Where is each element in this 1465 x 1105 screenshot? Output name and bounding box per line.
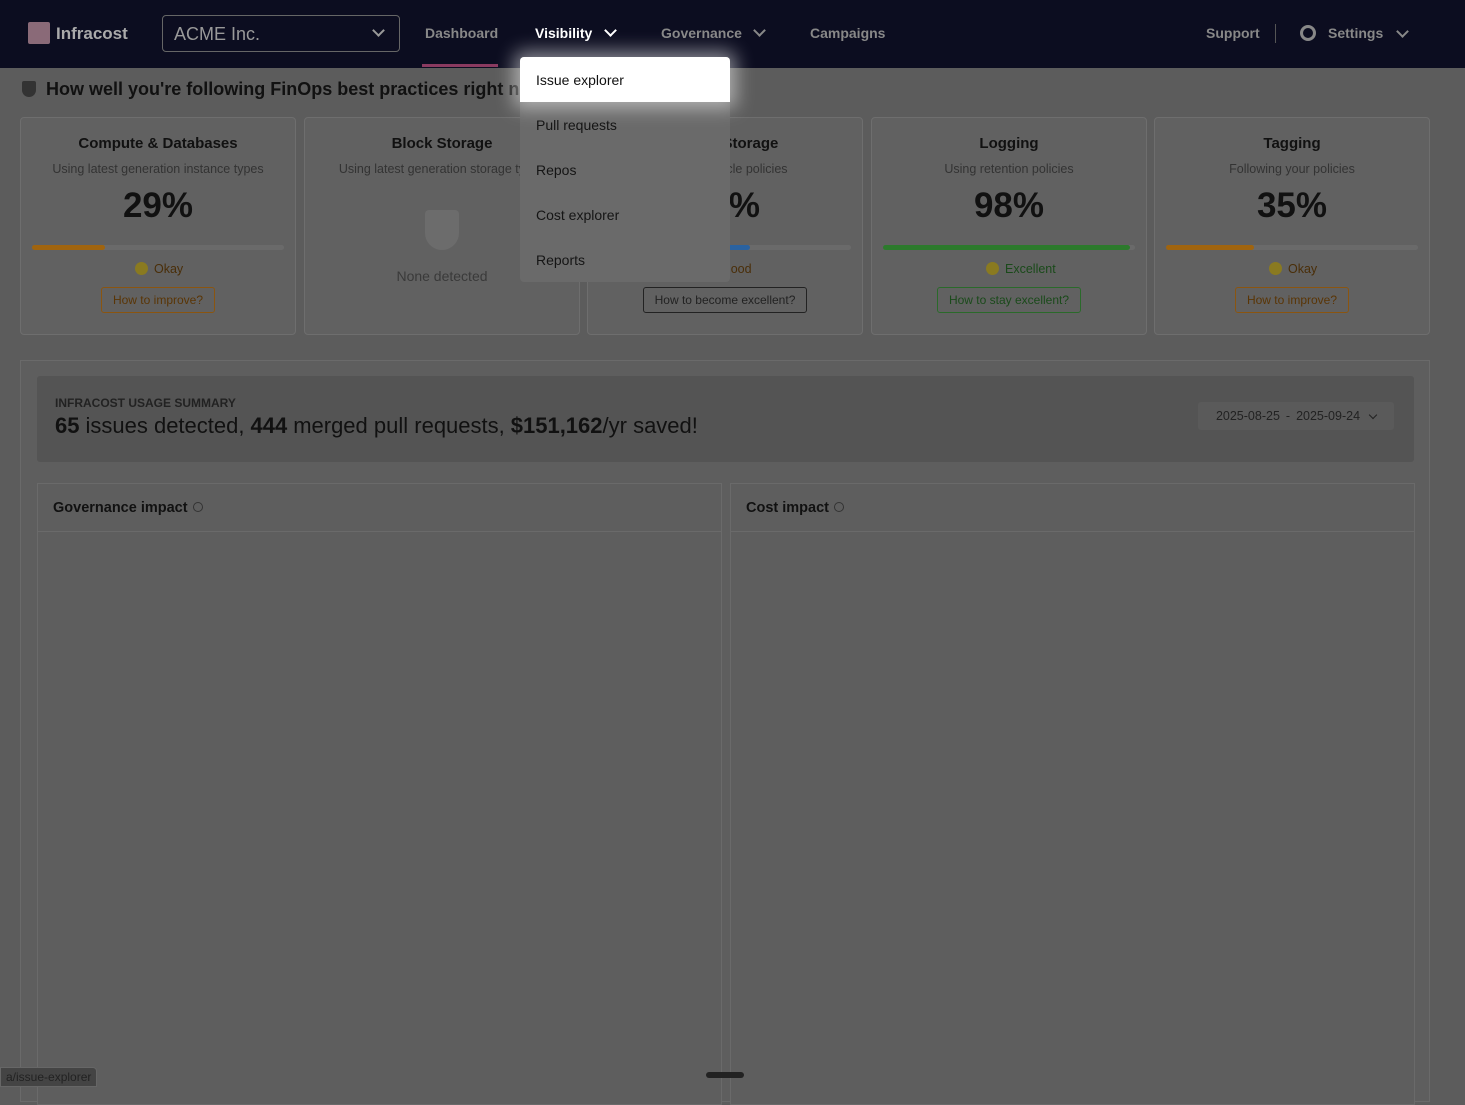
card-subtitle: Using latest generation storage types (338, 162, 546, 176)
score-value: 35% (1256, 186, 1328, 225)
summary-label: INFRACOST USAGE SUMMARY (55, 396, 236, 410)
date-to: 2025-09-24 (1296, 409, 1361, 423)
progress-track (32, 245, 284, 250)
status-text: Excellent (1005, 262, 1056, 276)
card-subtitle: Using latest generation instance types (52, 162, 264, 176)
support-link[interactable]: Support (1206, 25, 1260, 41)
empty-text: None detected (396, 268, 488, 284)
button-label[interactable]: How to become excellent? (642, 287, 808, 313)
org-name: ACME Inc. (174, 24, 261, 44)
summary-part: issues detected, (85, 413, 245, 438)
progress-track (883, 245, 1135, 250)
progress-fill (883, 245, 1130, 250)
improve-button: How to improve? (1155, 287, 1429, 313)
panel-title: Cost impact (746, 500, 844, 516)
menu-item[interactable]: Issue explorer (520, 57, 730, 102)
menu-item[interactable]: Pull requests (520, 102, 730, 147)
card-subtitle: Following your policies (1229, 162, 1355, 176)
button-label[interactable]: How to stay excellent? (936, 287, 1082, 313)
heading: How well you're following FinOps best pr… (46, 79, 545, 99)
impact-panel: Cost impact (730, 483, 1415, 1105)
date-from: 2025-08-25 (1215, 409, 1280, 423)
score-card: Tagging Following your policies 35% Okay How… (1154, 117, 1430, 335)
improve-button: How to become excellent? (588, 287, 862, 313)
logo-icon (28, 22, 50, 44)
score-value: 98% (973, 186, 1045, 225)
summary-part: merged pull requests, (293, 413, 505, 438)
date-picker[interactable]: 2025-08-25-2025-09-24 (1198, 402, 1394, 430)
status-text: Okay (154, 262, 184, 276)
summary-box (37, 376, 1414, 462)
brand: Infracost (56, 24, 128, 43)
card-title: Compute & Databases (78, 135, 238, 152)
nav-item[interactable]: Dashboard (425, 25, 499, 41)
dropdown-menu: Issue explorer Pull requests Repos Cost exp… (520, 57, 730, 282)
progress-track (1166, 245, 1418, 250)
menu-item[interactable]: Repos (520, 147, 730, 192)
menu-item[interactable]: Reports (520, 237, 730, 282)
menu-item[interactable]: Cost explorer (520, 192, 730, 237)
nav-underline (422, 64, 498, 67)
shield-icon (22, 81, 36, 97)
panel-header-line (731, 531, 1414, 532)
info-icon (192, 502, 203, 512)
improve-button: How to stay excellent? (872, 287, 1146, 313)
scroll-handle (706, 1072, 744, 1078)
summary-part: /yr saved! (602, 413, 698, 438)
settings-icon (1300, 25, 1316, 41)
menu-item-label: Repos (536, 162, 577, 178)
summary-sentence: 65 issues detected, 444 merged pull request… (55, 413, 704, 439)
summary-part: $151,162 (510, 413, 603, 438)
score-value: 29% (122, 186, 194, 225)
status-text: Okay (1288, 262, 1318, 276)
status-emoji (1269, 262, 1282, 275)
panel-header-line (38, 531, 721, 532)
status-url: a/issue-explorer (0, 1067, 98, 1087)
impact-panel: Governance impact (37, 483, 722, 1105)
card-subtitle: Using retention policies (944, 162, 1074, 176)
progress-fill (32, 245, 106, 250)
menu-item-label: Cost explorer (536, 207, 620, 223)
info-icon (834, 502, 844, 512)
divider (1275, 24, 1276, 43)
date-sep: - (1285, 409, 1291, 423)
status-emoji (986, 262, 999, 275)
org-select[interactable]: ACME Inc. (162, 15, 400, 52)
card-title: Tagging (1263, 135, 1321, 152)
status-emoji (135, 262, 148, 275)
chevron (372, 24, 385, 37)
settings-link[interactable]: Settings (1328, 25, 1384, 41)
top-nav (0, 0, 1465, 68)
menu-item-label: Issue explorer (536, 72, 624, 88)
menu-item-label: Pull requests (536, 117, 617, 133)
summary-part: 65 (55, 413, 80, 438)
card-title: Logging (979, 135, 1039, 152)
summary-part: 444 (250, 413, 288, 438)
empty-shield (425, 210, 459, 250)
menu-item-label: Reports (536, 252, 586, 268)
score-card: Logging Using retention policies 98% Excell… (871, 117, 1147, 335)
button-label[interactable]: How to improve? (100, 287, 216, 313)
nav-item[interactable]: Governance (661, 25, 742, 41)
nav-item[interactable]: Visibility (535, 25, 593, 41)
card-title: Block Storage (391, 135, 493, 152)
improve-button: How to improve? (21, 287, 295, 313)
chevron (1368, 410, 1378, 419)
score-card: Compute & Databases Using latest generati… (20, 117, 296, 335)
panel-title: Governance impact (53, 500, 203, 516)
progress-fill (1166, 245, 1255, 250)
button-label[interactable]: How to improve? (1234, 287, 1350, 313)
nav-item[interactable]: Campaigns (810, 25, 886, 41)
